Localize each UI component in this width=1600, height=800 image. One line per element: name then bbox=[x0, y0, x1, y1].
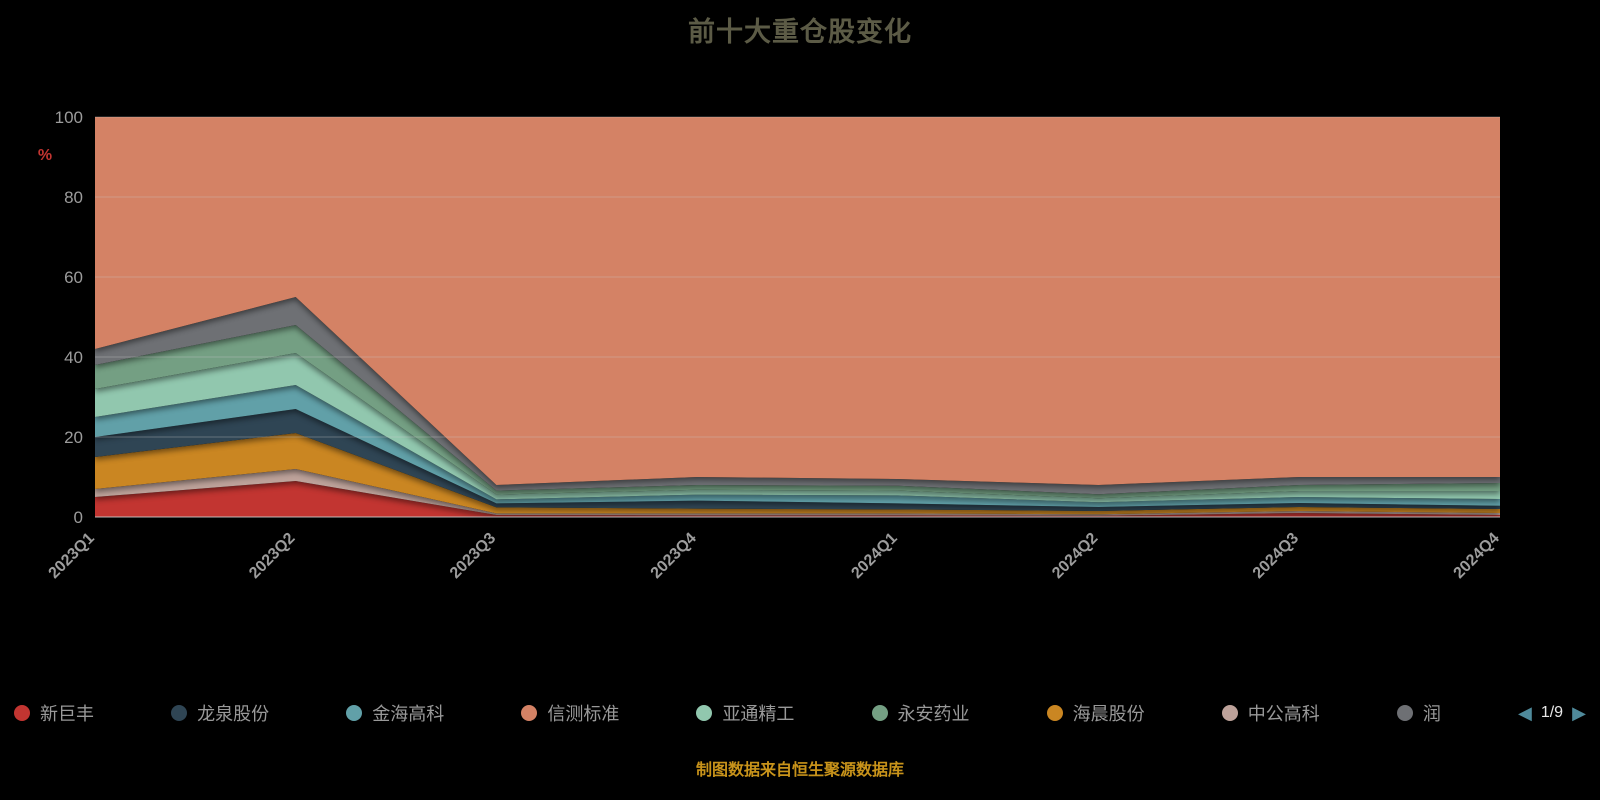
legend-marker-icon bbox=[1221, 705, 1238, 721]
legend-marker-icon bbox=[521, 705, 538, 721]
legend-marker-icon bbox=[14, 705, 30, 721]
x-tick-label: 2024Q4 bbox=[1451, 530, 1503, 582]
legend-marker-icon bbox=[696, 705, 713, 721]
legend-item-8[interactable]: 润 bbox=[1396, 700, 1441, 726]
x-tick-label: 2024Q3 bbox=[1250, 530, 1302, 582]
legend-item-4[interactable]: 亚通精工 bbox=[696, 700, 794, 726]
legend-item-6[interactable]: 海晨股份 bbox=[1046, 700, 1145, 726]
legend-label: 新巨丰 bbox=[40, 704, 94, 724]
x-tick-label: 2023Q1 bbox=[46, 530, 98, 582]
legend-item-1[interactable]: 龙泉股份 bbox=[171, 700, 269, 726]
legend-page-indicator: 1/9 bbox=[1540, 704, 1564, 721]
y-tick-label: 100 bbox=[55, 108, 83, 127]
y-axis-unit-label: % bbox=[38, 147, 52, 164]
legend-item-0[interactable]: 新巨丰 bbox=[14, 700, 94, 726]
x-tick-label: 2023Q2 bbox=[246, 530, 298, 582]
legend-marker-icon bbox=[1396, 705, 1413, 721]
legend-label: 润 bbox=[1422, 704, 1441, 724]
stacked-area-chart: 0 20 40 60 80 100 2023Q1 2023Q2 2023Q3 2023Q4 2024… bbox=[38, 108, 1503, 582]
legend: 新巨丰 龙泉股份 金海高科 信测标准 亚通精工 永安药业 海晨股份 中公高科 润 ◀ 1/9 ▶ bbox=[0, 700, 1600, 726]
legend-marker-icon bbox=[1046, 705, 1063, 721]
y-tick-label: 40 bbox=[64, 348, 83, 367]
area-series bbox=[95, 469, 1500, 516]
legend-label: 亚通精工 bbox=[722, 704, 795, 724]
area-series bbox=[95, 353, 1500, 503]
legend-prev-arrow-icon[interactable]: ◀ bbox=[1517, 703, 1532, 723]
area-series bbox=[95, 385, 1500, 507]
legend-pagination: ◀ 1/9 ▶ bbox=[1518, 704, 1586, 722]
x-tick-label: 2024Q2 bbox=[1049, 530, 1101, 582]
area-series bbox=[95, 409, 1500, 511]
legend-next-arrow-icon[interactable]: ▶ bbox=[1572, 703, 1586, 723]
y-tick-label: 80 bbox=[64, 188, 83, 207]
legend-item-2[interactable]: 金海高科 bbox=[346, 700, 444, 726]
x-tick-label: 2024Q1 bbox=[848, 530, 900, 582]
area-series bbox=[95, 481, 1500, 517]
x-tick-label: 2023Q3 bbox=[447, 530, 499, 582]
x-tick-label: 2023Q4 bbox=[648, 530, 700, 582]
legend-marker-icon bbox=[871, 705, 888, 721]
y-tick-label: 20 bbox=[64, 428, 83, 447]
legend-label: 中公高科 bbox=[1247, 704, 1320, 724]
data-source-note: 制图数据来自恒生聚源数据库 bbox=[695, 762, 904, 779]
legend-label: 龙泉股份 bbox=[197, 704, 270, 724]
legend-label: 海晨股份 bbox=[1072, 704, 1145, 724]
area-series bbox=[95, 325, 1500, 499]
legend-item-5[interactable]: 永安药业 bbox=[871, 700, 970, 726]
y-tick-label: 60 bbox=[64, 268, 83, 287]
area-series bbox=[95, 433, 1500, 515]
y-tick-label: 0 bbox=[74, 508, 83, 527]
legend-item-3[interactable]: 信测标准 bbox=[521, 700, 619, 726]
legend-label: 金海高科 bbox=[372, 704, 445, 724]
legend-item-7[interactable]: 中公高科 bbox=[1221, 700, 1320, 726]
page-title: 前十大重仓股变化 bbox=[688, 17, 912, 47]
legend-marker-icon bbox=[171, 705, 188, 721]
area-series bbox=[95, 297, 1500, 495]
area-series bbox=[95, 117, 1500, 485]
legend-label: 永安药业 bbox=[897, 704, 970, 724]
legend-marker-icon bbox=[346, 705, 363, 721]
legend-label: 信测标准 bbox=[547, 704, 620, 724]
